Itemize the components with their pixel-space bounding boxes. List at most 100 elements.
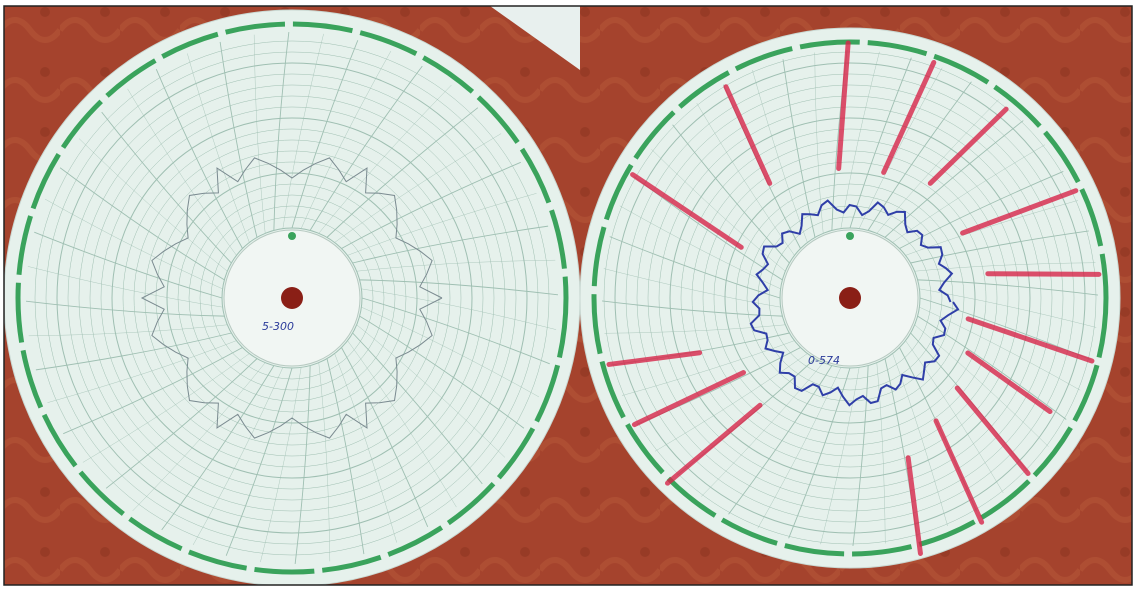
grid-arc [78,138,228,272]
grid-arc [919,288,1097,328]
grid-ring [669,117,1031,479]
grid-arc [132,362,266,512]
grid-ring [67,73,517,523]
grid-arc [910,230,1089,264]
grid-arc [28,324,228,337]
grid-ring [713,161,987,435]
grid-arc [917,315,1067,420]
grid-ring [658,106,1042,490]
grid-arc [101,111,232,264]
ink-streak [630,172,744,250]
grid-ring [89,95,495,501]
chart-disc [579,27,1121,569]
grid-arc [876,362,886,544]
grid-arc [603,268,781,308]
grid-ring [768,216,932,380]
grid-arc [82,353,250,463]
grid-arc [849,57,912,229]
ink-streak [927,106,1009,186]
pen-trace [749,199,960,407]
grid-arc [225,367,293,556]
grid-arc [34,231,223,299]
grid-arc [309,65,423,231]
grid-arc [905,200,1079,256]
grid-ring [625,73,1075,523]
ink-streak [960,188,1079,236]
logo [288,232,296,240]
ink-streak [664,402,763,486]
grid-arc [334,133,502,243]
disc-label: 0-574 [808,354,840,367]
grid-arc [820,367,860,545]
grid-arc [300,50,392,229]
grid-ring [100,106,484,490]
ink-streak [985,271,1102,277]
grid-arc [840,51,880,229]
grid-arc [341,161,521,249]
grid-ring [122,128,462,468]
grid-arc [917,279,1099,296]
grid-ring [735,183,965,413]
grid-ring [702,150,998,446]
grid-ring [111,117,473,479]
grid-arc [318,84,452,234]
ink-streak [631,370,747,428]
grid-arc [25,300,225,317]
ink-streak [965,350,1053,415]
grid-arc [47,340,237,403]
grid-arc [161,365,275,531]
grid-arc [359,315,525,429]
grid-ring [603,51,1097,545]
grid-arc [782,59,816,238]
grid-arc [914,262,1096,272]
grid-arc [361,297,550,365]
grid-arc [291,40,359,229]
grid-ring [210,216,374,380]
grid-ring [614,62,1086,534]
grid-ring [647,95,1053,501]
ink-streak [723,84,773,186]
grid-arc [282,33,324,229]
grid-arc [361,288,557,330]
logo [846,232,854,240]
grid-arc [347,193,537,256]
grid-ring [78,84,506,512]
grid-arc [672,124,790,264]
grid-arc [155,69,243,249]
grid-arc [187,53,250,243]
grid-arc [44,198,223,290]
grid-ring [724,172,976,424]
grid-ring [691,139,1009,457]
grid-arc [899,171,1064,249]
grid-arc [352,225,549,264]
paper-corner [490,6,580,70]
grid-arc [609,236,781,299]
grid-arc [326,358,365,555]
grid-arc [651,149,786,272]
grid-arc [59,167,225,281]
frame [3,5,1133,586]
grid-ring [188,194,396,402]
grid-arc [334,353,397,543]
grid-ring [199,205,385,391]
ink-streak [954,385,1031,476]
grid-ring [34,40,550,556]
pen-trace [140,157,443,439]
center-hole [839,287,861,309]
grid-arc [701,362,824,497]
grid-arc [219,41,258,238]
grid-arc [27,266,223,308]
grid-arc [867,81,972,231]
grid-ring [133,139,451,457]
grid-ring [746,194,954,402]
grid-arc [728,365,833,515]
grid-arc [361,306,540,398]
grid-arc [127,88,237,256]
grid-arc [621,340,795,396]
grid-ring [144,150,440,446]
grid-arc [359,279,559,296]
grid-ring [636,84,1064,512]
grid-ring [177,183,407,413]
